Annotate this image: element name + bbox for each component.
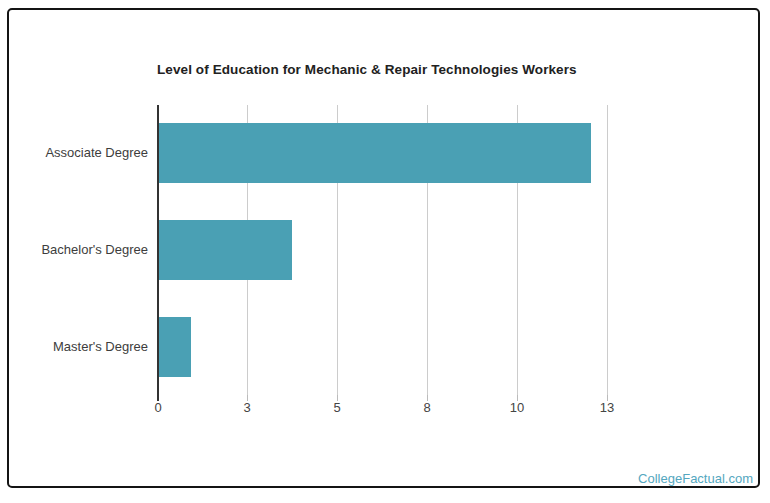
category-label: Associate Degree xyxy=(18,145,148,160)
x-axis-tick-label: 5 xyxy=(333,400,340,415)
gridline xyxy=(607,105,608,395)
x-axis-tick-label: 3 xyxy=(243,400,250,415)
x-axis-tick-label: 8 xyxy=(423,400,430,415)
x-axis-tick-label: 0 xyxy=(154,400,161,415)
collegefactual-watermark-link[interactable]: CollegeFactual.com xyxy=(638,471,753,486)
category-label: Master's Degree xyxy=(18,339,148,354)
bar-master-s-degree xyxy=(159,317,191,377)
plot-area xyxy=(157,105,697,395)
bar-bachelor-s-degree xyxy=(159,220,292,280)
chart-title: Level of Education for Mechanic & Repair… xyxy=(157,62,569,77)
x-axis-tick-label: 13 xyxy=(600,400,614,415)
x-axis-tick-label: 10 xyxy=(510,400,524,415)
category-label: Bachelor's Degree xyxy=(18,242,148,257)
bar-associate-degree xyxy=(159,123,591,183)
